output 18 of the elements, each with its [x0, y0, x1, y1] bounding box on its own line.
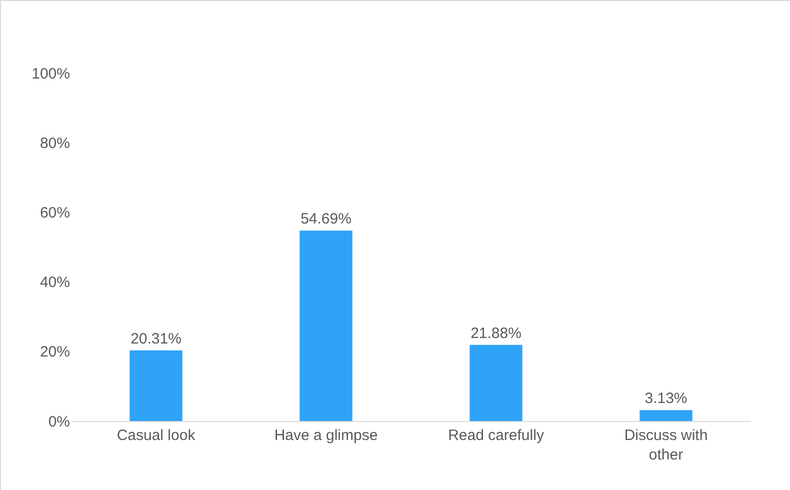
x-tick-label: Read carefully — [448, 427, 544, 444]
y-tick-label: 60% — [40, 204, 70, 222]
y-tick-label: 0% — [48, 413, 70, 430]
y-tick-label: 80% — [40, 134, 70, 152]
x-tick-label: Discuss with other — [624, 427, 708, 464]
x-tick-label: Have a glimpse — [274, 427, 378, 444]
bar — [470, 344, 522, 421]
x-tick-label: Casual look — [116, 427, 196, 444]
y-tick-label: 20% — [40, 344, 70, 361]
y-tick-label: 100% — [32, 65, 70, 82]
bar — [300, 230, 352, 421]
data-label: 20.31% — [130, 330, 182, 348]
data-label: 54.69% — [300, 210, 352, 228]
y-tick-label: 40% — [40, 274, 70, 292]
data-label: 3.13% — [644, 390, 688, 408]
bar — [640, 410, 692, 421]
data-label: 21.88% — [470, 324, 522, 342]
bar — [130, 350, 182, 421]
